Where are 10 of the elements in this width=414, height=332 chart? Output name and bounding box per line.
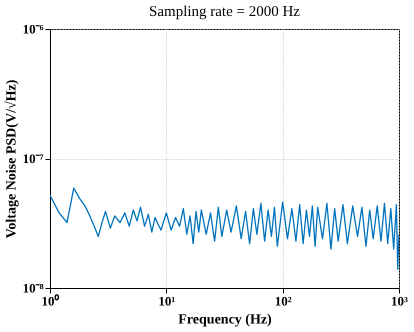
y-axis-title: Voltage Noise PSD(V/√Hz) (4, 79, 20, 238)
x-axis-title: Frequency (Hz) (178, 312, 272, 328)
x-tick-label: 10³ (391, 294, 408, 308)
x-tick-label: 10⁰ (42, 294, 60, 308)
y-tick-label: 10⁻⁸ (22, 280, 44, 296)
x-tick-label: 10² (274, 294, 292, 308)
y-tick-label: 10⁻⁷ (22, 151, 44, 166)
x-tick-label: 10¹ (158, 294, 176, 308)
y-tick-label: 10⁻⁶ (22, 22, 44, 36)
chart-title: Sampling rate = 2000 Hz (149, 4, 300, 20)
